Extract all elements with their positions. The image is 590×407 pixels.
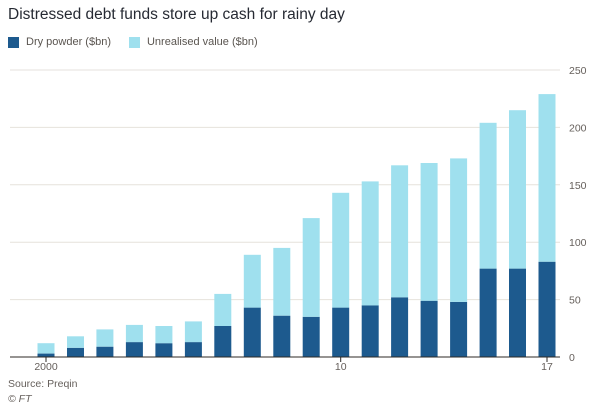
bar-dry-powder (96, 346, 114, 357)
bar-unrealised-value (184, 321, 202, 343)
legend-label-dry-powder: Dry powder ($bn) (26, 36, 111, 48)
bar-unrealised-value (361, 181, 379, 306)
y-tick-label: 100 (569, 237, 587, 249)
bar-dry-powder (37, 353, 55, 357)
y-tick-label: 200 (569, 122, 587, 134)
bar-unrealised-value (96, 329, 114, 347)
bar-dry-powder (273, 315, 291, 357)
legend: Dry powder ($bn) Unrealised value ($bn) (8, 36, 258, 48)
bar-unrealised-value (332, 192, 350, 308)
bar-unrealised-value (538, 94, 556, 262)
x-tick-label: 17 (541, 361, 553, 373)
y-tick-label: 0 (569, 352, 575, 364)
bar-unrealised-value (67, 336, 84, 348)
bar-unrealised-value (243, 254, 261, 308)
legend-item-unrealised-value: Unrealised value ($bn) (128, 36, 258, 48)
x-tick-label: 10 (335, 361, 347, 373)
bar-dry-powder (538, 261, 556, 357)
bar-unrealised-value (450, 158, 468, 302)
bar-unrealised-value (214, 293, 232, 326)
bar-dry-powder (125, 342, 143, 357)
legend-swatch-unrealised-value (128, 36, 140, 48)
ft-credit: © FT (8, 393, 32, 405)
bar-unrealised-value (479, 122, 497, 269)
chart-title: Distressed debt funds store up cash for … (8, 6, 345, 23)
bar-unrealised-value (155, 326, 173, 344)
bar-dry-powder (214, 326, 232, 357)
bar-unrealised-value (37, 343, 55, 354)
y-tick-label: 250 (569, 65, 587, 77)
bar-dry-powder (479, 268, 497, 357)
bar-dry-powder (302, 316, 320, 357)
legend-item-dry-powder: Dry powder ($bn) (8, 36, 111, 48)
bar-unrealised-value (125, 324, 143, 343)
legend-swatch-dry-powder (8, 36, 19, 48)
source-note: Source: Preqin (8, 378, 78, 390)
bar-dry-powder (243, 307, 261, 357)
bar-unrealised-value (273, 247, 291, 316)
bar-dry-powder (420, 300, 438, 357)
y-tick-label: 150 (569, 180, 587, 192)
bar-dry-powder (361, 305, 379, 357)
bar-unrealised-value (302, 218, 320, 317)
bar-unrealised-value (391, 165, 409, 298)
bar-dry-powder (184, 342, 202, 357)
bar-dry-powder (450, 301, 468, 357)
bar-dry-powder (509, 268, 526, 357)
bar-dry-powder (155, 343, 173, 357)
y-tick-label: 50 (569, 295, 581, 307)
x-tick-label: 2000 (34, 361, 58, 373)
legend-label-unrealised-value: Unrealised value ($bn) (146, 36, 258, 48)
bar-dry-powder (332, 307, 350, 357)
bar-dry-powder (391, 297, 409, 357)
bar-unrealised-value (509, 110, 526, 269)
bar-dry-powder (67, 347, 84, 357)
stacked-bar-chart: 0 50 100 150 200 250 2000 10 17 (10, 65, 587, 373)
bar-unrealised-value (420, 163, 438, 301)
